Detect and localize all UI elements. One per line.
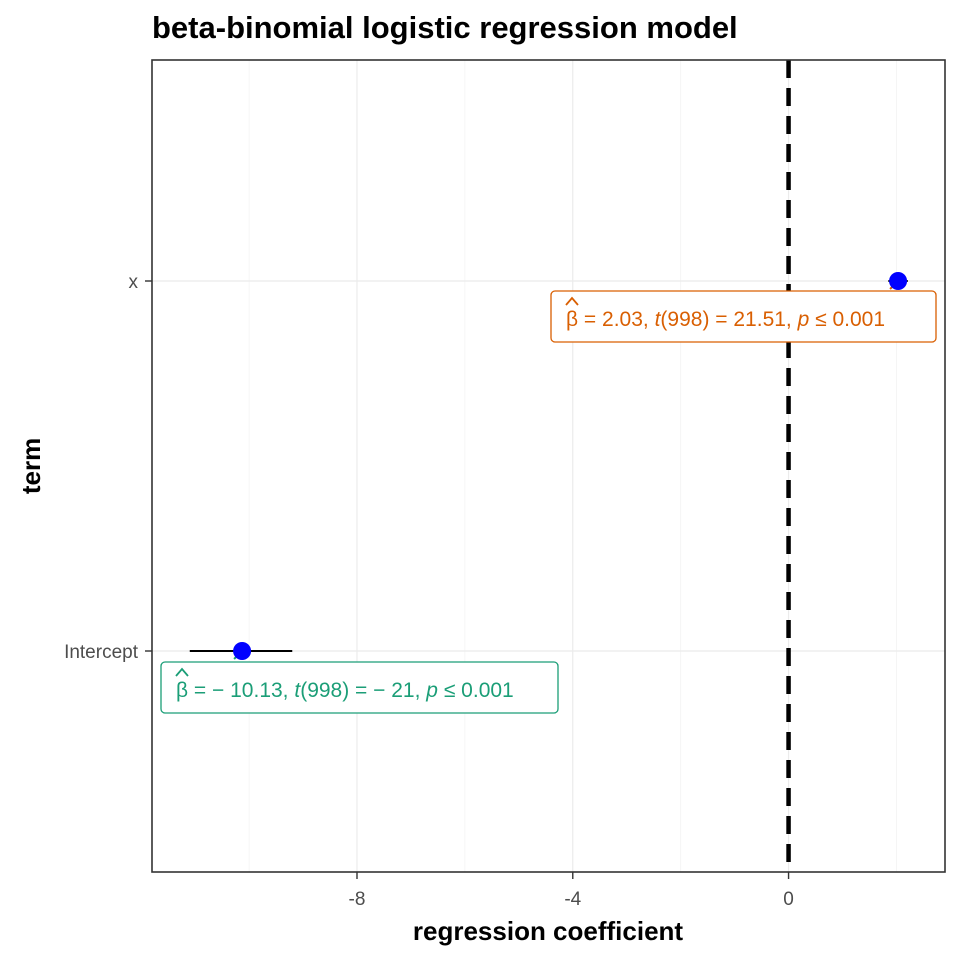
beta-symbol: β bbox=[566, 308, 578, 331]
plot-panel-border bbox=[151, 59, 946, 873]
y-tick-label-intercept: Intercept bbox=[64, 642, 139, 663]
x-axis-title: regression coefficient bbox=[413, 916, 684, 946]
y-axis-title: term bbox=[16, 438, 46, 494]
label-text-intercept: β = − 10.13, t(998) = − 21, p ≤ 0.001 bbox=[176, 679, 514, 702]
x-tick-label: 0 bbox=[783, 889, 794, 910]
label-text-x: β = 2.03, t(998) = 21.51, p ≤ 0.001 bbox=[566, 308, 885, 331]
estimate-value: = 2.03, bbox=[578, 308, 654, 331]
beta-hat-intercept bbox=[175, 667, 189, 677]
chart-title: beta-binomial logistic regression model bbox=[152, 10, 738, 45]
label-box-x bbox=[550, 290, 937, 343]
beta-hat-x bbox=[565, 296, 579, 306]
point-x bbox=[889, 272, 908, 290]
t-statistic: (998) = − 21, bbox=[300, 679, 426, 702]
beta-symbol: β bbox=[176, 679, 188, 702]
p-value: ≤ 0.001 bbox=[809, 308, 885, 331]
x-tick-label: -4 bbox=[564, 889, 581, 910]
t-symbol: t bbox=[655, 308, 662, 331]
point-intercept bbox=[233, 642, 252, 660]
t-statistic: (998) = 21.51, bbox=[660, 308, 797, 331]
t-symbol: t bbox=[294, 679, 301, 702]
y-tick-label-x: x bbox=[129, 272, 139, 293]
p-symbol: p bbox=[425, 679, 438, 702]
p-value: ≤ 0.001 bbox=[438, 679, 514, 702]
x-tick-label: -8 bbox=[349, 889, 366, 910]
p-symbol: p bbox=[797, 308, 810, 331]
label-box-intercept bbox=[160, 661, 559, 714]
estimate-value: = − 10.13, bbox=[188, 679, 294, 702]
